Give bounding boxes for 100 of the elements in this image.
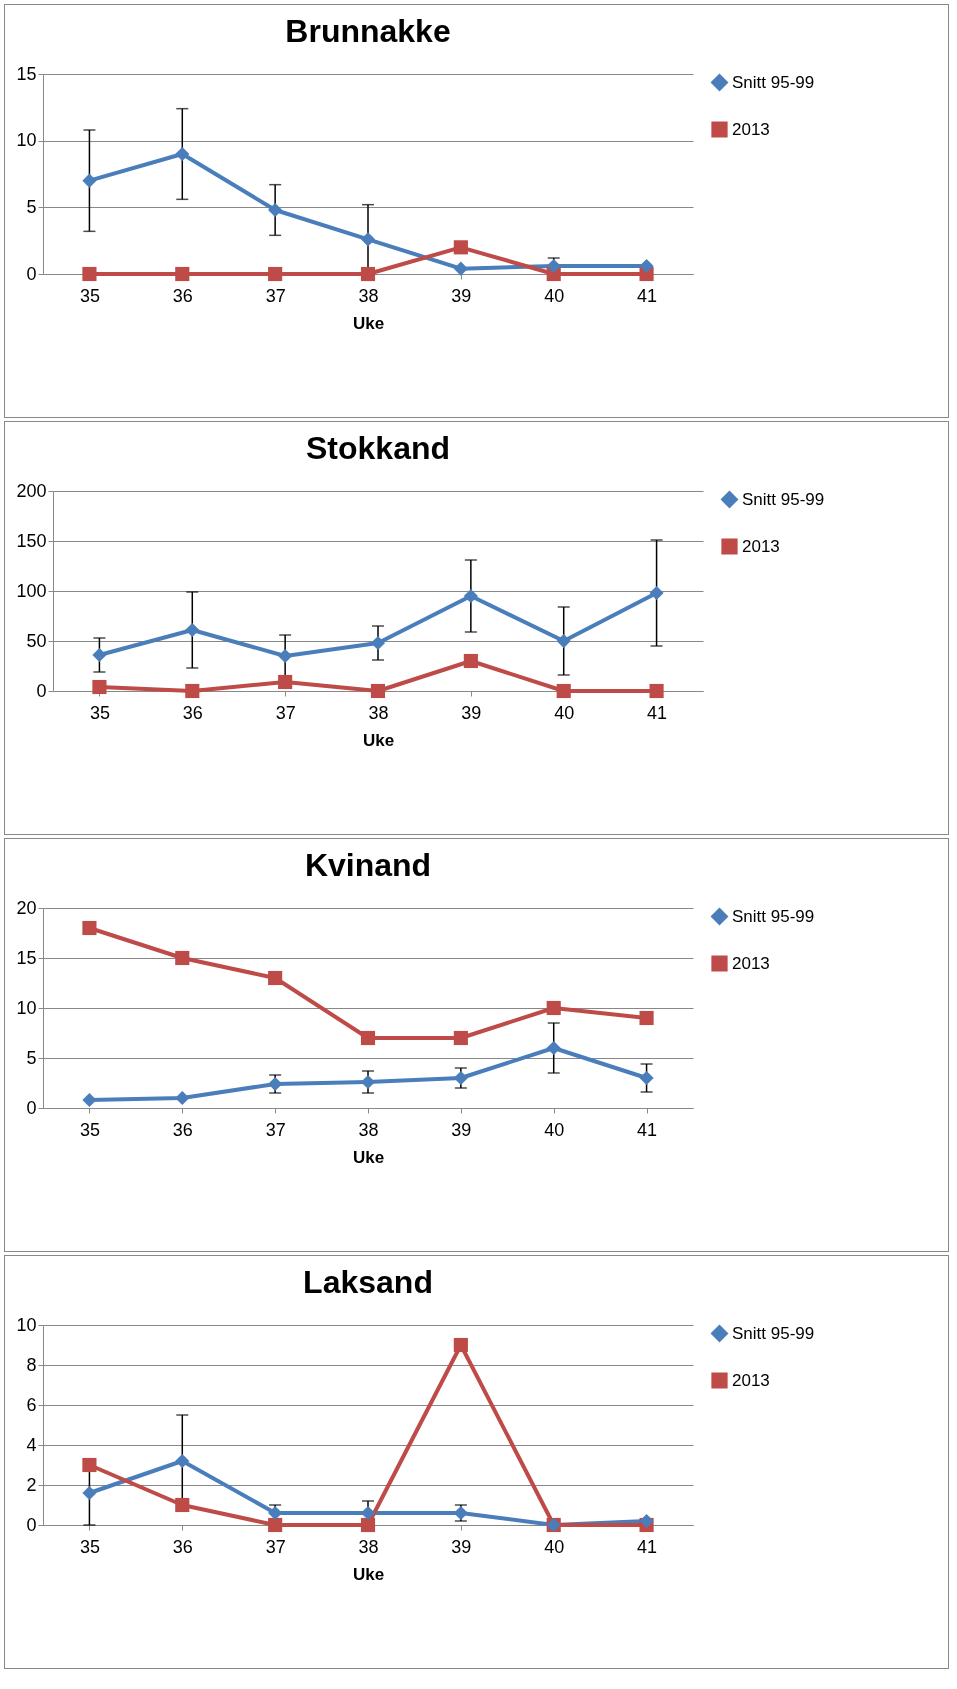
x-tick-label: 37 bbox=[265, 285, 286, 306]
y-tick-label: 10 bbox=[16, 1314, 37, 1335]
x-axis-title: Uke bbox=[352, 313, 385, 333]
x-tick-label: 41 bbox=[637, 285, 658, 306]
legend-label: 2013 bbox=[742, 536, 780, 556]
point bbox=[175, 950, 190, 966]
x-tick-label: 40 bbox=[554, 702, 575, 723]
point bbox=[175, 1090, 190, 1106]
y-tick-label: 2 bbox=[26, 1474, 37, 1495]
point bbox=[268, 970, 283, 986]
point bbox=[649, 585, 664, 601]
chart-title: Brunnakke bbox=[285, 13, 451, 49]
x-tick-label: 35 bbox=[79, 1119, 100, 1140]
point bbox=[82, 1457, 97, 1473]
legend-label: Snitt 95-99 bbox=[732, 72, 815, 92]
chart-title: Stokkand bbox=[305, 430, 451, 466]
y-tick-label: 5 bbox=[26, 1047, 37, 1068]
point bbox=[463, 653, 478, 669]
y-tick-label: 20 bbox=[16, 897, 37, 918]
x-tick-label: 36 bbox=[172, 1536, 193, 1557]
x-tick-label: 41 bbox=[637, 1536, 658, 1557]
x-tick-label: 39 bbox=[451, 285, 472, 306]
point bbox=[82, 1092, 97, 1108]
x-tick-label: 35 bbox=[79, 1536, 100, 1557]
point bbox=[453, 261, 468, 276]
point bbox=[463, 588, 478, 604]
point bbox=[360, 1030, 376, 1046]
point bbox=[453, 1030, 468, 1046]
y-tick-label: 0 bbox=[26, 1514, 37, 1535]
point bbox=[546, 1040, 561, 1056]
point bbox=[556, 683, 571, 699]
point bbox=[639, 1513, 654, 1529]
x-tick-label: 37 bbox=[275, 702, 296, 723]
point bbox=[360, 266, 376, 282]
point bbox=[92, 679, 107, 695]
point bbox=[82, 920, 97, 936]
point bbox=[92, 647, 107, 663]
y-tick-label: 50 bbox=[26, 630, 47, 651]
x-axis-title: Uke bbox=[352, 1147, 385, 1167]
x-tick-label: 38 bbox=[358, 1536, 379, 1557]
point bbox=[360, 1074, 376, 1090]
x-tick-label: 40 bbox=[544, 1119, 565, 1140]
y-tick-label: 0 bbox=[26, 1097, 37, 1118]
x-tick-label: 41 bbox=[637, 1119, 658, 1140]
point bbox=[82, 266, 97, 282]
x-tick-label: 35 bbox=[79, 285, 100, 306]
y-tick-label: 200 bbox=[16, 480, 47, 501]
x-tick-label: 41 bbox=[647, 702, 668, 723]
chart-title: Kvinand bbox=[304, 847, 432, 883]
legend-label: 2013 bbox=[732, 1370, 770, 1390]
chart-title: Laksand bbox=[303, 1264, 433, 1300]
point bbox=[268, 266, 283, 282]
x-tick-label: 39 bbox=[451, 1536, 472, 1557]
point bbox=[453, 1337, 468, 1353]
point bbox=[175, 146, 190, 162]
x-tick-label: 39 bbox=[461, 702, 482, 723]
x-axis-title: Uke bbox=[362, 730, 395, 750]
point bbox=[268, 1517, 283, 1533]
legend-label: Snitt 95-99 bbox=[732, 906, 815, 926]
point bbox=[639, 258, 654, 274]
point bbox=[175, 1497, 190, 1513]
y-tick-label: 10 bbox=[16, 130, 37, 151]
y-tick-label: 100 bbox=[16, 580, 47, 601]
point bbox=[360, 232, 376, 247]
point bbox=[185, 622, 200, 638]
x-tick-label: 40 bbox=[544, 1536, 565, 1557]
x-tick-label: 36 bbox=[172, 285, 193, 306]
point bbox=[175, 1453, 190, 1469]
x-tick-label: 36 bbox=[172, 1119, 193, 1140]
point bbox=[639, 1070, 654, 1086]
y-tick-label: 10 bbox=[16, 997, 37, 1018]
y-tick-label: 4 bbox=[26, 1434, 37, 1455]
legend-label: 2013 bbox=[732, 953, 770, 973]
y-tick-label: 8 bbox=[26, 1354, 37, 1375]
point bbox=[546, 1000, 561, 1016]
point bbox=[370, 635, 386, 651]
point bbox=[556, 633, 571, 649]
x-tick-label: 37 bbox=[265, 1119, 286, 1140]
x-tick-label: 39 bbox=[451, 1119, 472, 1140]
point bbox=[82, 1485, 97, 1501]
point bbox=[175, 266, 190, 282]
point bbox=[639, 1010, 654, 1026]
x-tick-label: 37 bbox=[265, 1536, 286, 1557]
point bbox=[185, 683, 200, 699]
x-tick-label: 36 bbox=[182, 702, 203, 723]
y-tick-label: 15 bbox=[16, 947, 37, 968]
x-axis-title: Uke bbox=[352, 1564, 385, 1584]
x-tick-label: 35 bbox=[89, 702, 110, 723]
point bbox=[278, 648, 293, 664]
legend-label: 2013 bbox=[732, 119, 770, 139]
x-tick-label: 38 bbox=[368, 702, 389, 723]
legend-label: Snitt 95-99 bbox=[732, 1323, 815, 1343]
y-tick-label: 15 bbox=[16, 63, 37, 84]
y-tick-label: 150 bbox=[16, 530, 47, 551]
x-tick-label: 40 bbox=[544, 285, 565, 306]
point bbox=[82, 173, 97, 188]
point bbox=[370, 683, 386, 699]
point bbox=[649, 683, 664, 699]
y-tick-label: 5 bbox=[26, 196, 37, 217]
x-tick-label: 38 bbox=[358, 1119, 379, 1140]
